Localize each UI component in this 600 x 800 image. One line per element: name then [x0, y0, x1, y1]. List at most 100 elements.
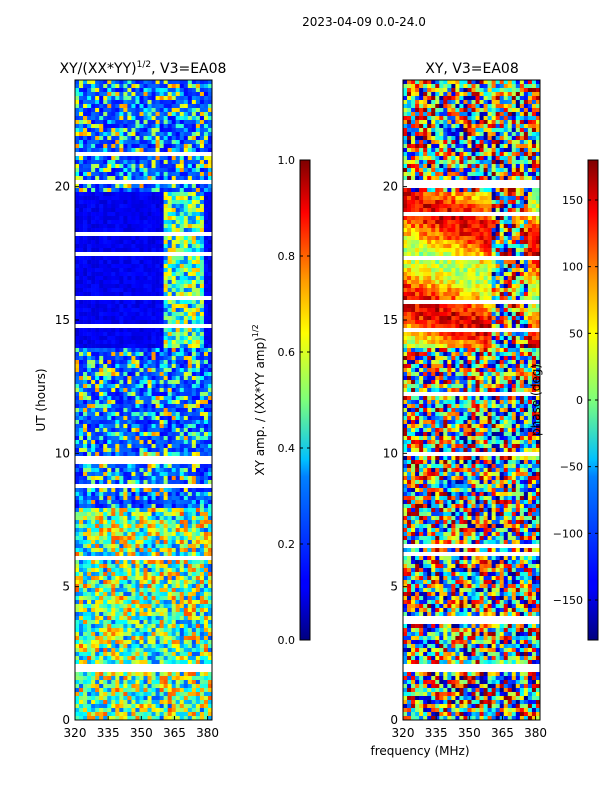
heatmap-cell — [99, 424, 104, 429]
heatmap-cell — [179, 368, 185, 373]
heatmap-cell — [135, 280, 140, 285]
heatmap-cell — [103, 520, 108, 525]
heatmap-cell — [91, 660, 96, 665]
heatmap-cell — [171, 316, 177, 321]
heatmap-cell — [115, 236, 120, 241]
heatmap-cell — [99, 468, 104, 473]
heatmap-cell — [187, 604, 193, 609]
heatmap-cell — [79, 564, 84, 569]
heatmap-cell — [111, 560, 116, 565]
heatmap-cell — [191, 592, 197, 597]
heatmap-cell — [111, 128, 116, 133]
heatmap-cell — [159, 148, 164, 153]
data-gap-row — [75, 324, 212, 327]
heatmap-cell — [147, 340, 152, 345]
heatmap-cell — [107, 552, 112, 557]
heatmap-cell — [191, 700, 197, 705]
heatmap-cell — [111, 680, 116, 685]
heatmap-cell — [151, 632, 156, 637]
heatmap-cell — [147, 272, 152, 277]
heatmap-cell — [91, 120, 96, 125]
heatmap-cell — [79, 396, 84, 401]
heatmap-cell — [107, 292, 112, 297]
heatmap-cell — [115, 336, 120, 341]
heatmap-cell — [203, 572, 209, 577]
heatmap-cell — [111, 192, 116, 197]
heatmap-cell — [191, 464, 197, 469]
heatmap-cell — [175, 356, 181, 361]
heatmap-cell — [143, 612, 148, 617]
heatmap-cell — [199, 248, 205, 253]
heatmap-cell — [131, 336, 136, 341]
heatmap-cell — [171, 520, 177, 525]
heatmap-cell — [199, 552, 205, 557]
heatmap-cell — [195, 216, 201, 221]
heatmap-cell — [115, 268, 120, 273]
heatmap-cell — [207, 516, 213, 521]
heatmap-cell — [83, 268, 88, 273]
heatmap-cell — [163, 340, 168, 345]
heatmap-cell — [111, 572, 116, 577]
heatmap-cell — [107, 332, 112, 337]
heatmap-cell — [155, 468, 160, 473]
heatmap-cell — [127, 680, 132, 685]
heatmap-cell — [155, 660, 160, 665]
heatmap-cell — [87, 552, 92, 557]
heatmap-cell — [191, 632, 197, 637]
heatmap-cell — [123, 616, 128, 621]
heatmap-cell — [203, 660, 209, 665]
heatmap-cell — [163, 132, 168, 137]
heatmap-cell — [83, 504, 88, 509]
heatmap-cell — [183, 672, 189, 677]
heatmap-cell — [175, 672, 181, 677]
heatmap-cell — [163, 476, 168, 481]
heatmap-cell — [171, 680, 177, 685]
heatmap-cell — [83, 160, 88, 165]
heatmap-cell — [75, 276, 80, 281]
heatmap-cell — [191, 272, 197, 277]
heatmap-cell — [87, 244, 92, 249]
heatmap-cell — [167, 640, 173, 645]
heatmap-cell — [95, 128, 100, 133]
heatmap-cell — [179, 264, 185, 269]
heatmap-cell — [151, 656, 156, 661]
heatmap-cell — [155, 312, 160, 317]
heatmap-cell — [203, 388, 209, 393]
heatmap-cell — [163, 376, 168, 381]
heatmap-cell — [143, 444, 148, 449]
heatmap-cell — [139, 136, 144, 141]
heatmap-cell — [159, 624, 164, 629]
heatmap-cell — [103, 412, 108, 417]
heatmap-cell — [191, 148, 197, 153]
heatmap-cell — [91, 680, 96, 685]
heatmap-cell — [175, 316, 181, 321]
heatmap-cell — [107, 100, 112, 105]
heatmap-cell — [203, 652, 209, 657]
heatmap-cell — [139, 104, 144, 109]
heatmap-cell — [107, 340, 112, 345]
heatmap-cell — [107, 472, 112, 477]
heatmap-cell — [103, 240, 108, 245]
heatmap-cell — [75, 308, 80, 313]
heatmap-cell — [115, 352, 120, 357]
heatmap-cell — [151, 396, 156, 401]
heatmap-cell — [107, 224, 112, 229]
heatmap-cell — [79, 548, 84, 553]
heatmap-cell — [135, 344, 140, 349]
heatmap-cell — [115, 540, 120, 545]
heatmap-cell — [95, 632, 100, 637]
heatmap-cell — [147, 84, 152, 89]
heatmap-cell — [199, 636, 205, 641]
heatmap-cell — [199, 444, 205, 449]
heatmap-cell — [203, 192, 209, 197]
heatmap-cell — [167, 136, 173, 141]
heatmap-cell — [103, 256, 108, 261]
heatmap-cell — [91, 476, 96, 481]
heatmap-cell — [147, 392, 152, 397]
heatmap-cell — [139, 696, 144, 701]
heatmap-cell — [123, 236, 128, 241]
heatmap-cell — [111, 92, 116, 97]
heatmap-cell — [103, 288, 108, 293]
heatmap-cell — [135, 704, 140, 709]
heatmap-cell — [139, 376, 144, 381]
